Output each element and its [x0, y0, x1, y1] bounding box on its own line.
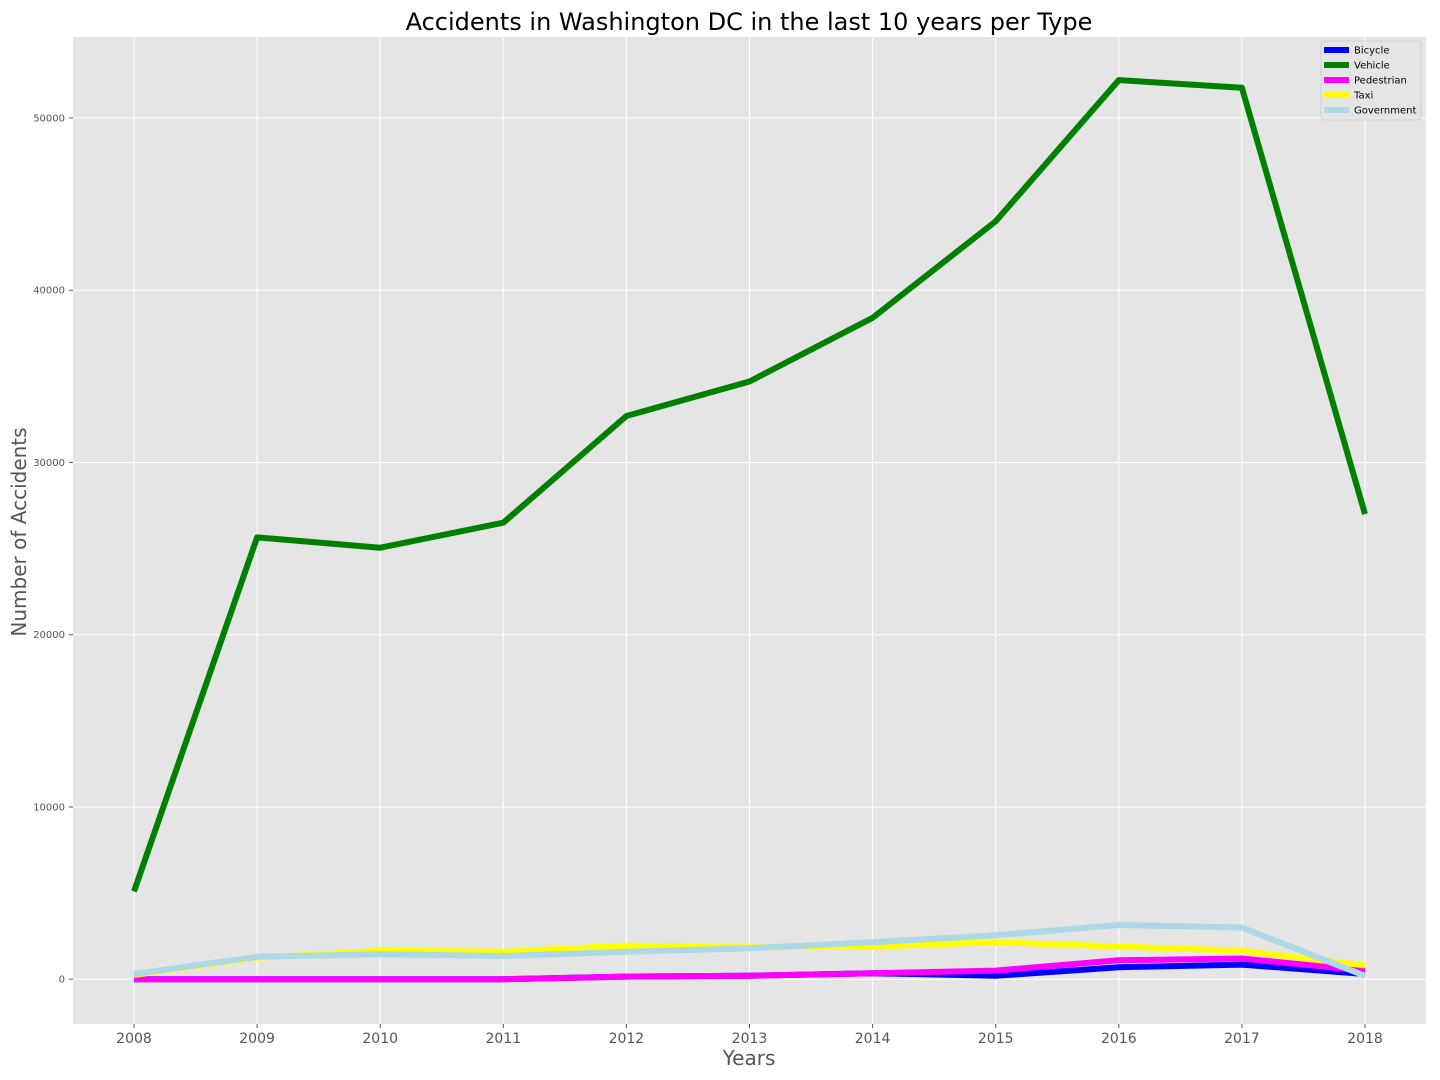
y-tick-label: 30000 [33, 458, 65, 469]
x-tick-label: 2013 [732, 1031, 768, 1047]
chart-title: Accidents in Washington DC in the last 1… [406, 8, 1093, 36]
series-lines [131, 77, 1368, 983]
x-tick-label: 2012 [609, 1031, 645, 1047]
y-tick-label: 40000 [33, 286, 65, 297]
x-tick-label: 2018 [1347, 1031, 1383, 1047]
series-line-government [133, 922, 1367, 979]
x-tick-label: 2011 [485, 1031, 521, 1047]
x-axis-label: Years [722, 1046, 776, 1070]
x-tick-label: 2009 [239, 1031, 275, 1047]
series-line-pedestrian [134, 955, 1366, 983]
x-tick-label: 2008 [116, 1031, 152, 1047]
legend-label: Bicycle [1354, 46, 1389, 57]
x-tick-label: 2017 [1224, 1031, 1260, 1047]
legend: Bicycle Vehicle Pedestrian Taxi Government [1320, 40, 1422, 121]
legend-label: Government [1354, 106, 1416, 117]
y-tick-label: 50000 [33, 113, 65, 124]
legend-label: Vehicle [1354, 61, 1390, 72]
x-tick-label: 2015 [978, 1031, 1014, 1047]
y-axis-label: Number of Accidents [7, 427, 31, 636]
series-line-vehicle [131, 77, 1368, 893]
x-tick-label: 2016 [1101, 1031, 1137, 1047]
legend-label: Taxi [1353, 91, 1373, 102]
y-tick-label: 0 [59, 975, 65, 986]
x-tick-label: 2014 [855, 1031, 891, 1047]
y-tick-label: 10000 [33, 802, 65, 813]
legend-label: Pedestrian [1354, 76, 1407, 87]
y-tick-label: 20000 [33, 630, 65, 641]
y-axis-ticks: 0 10000 20000 30000 40000 50000 [33, 113, 73, 986]
legend-box [1320, 40, 1422, 121]
x-tick-label: 2010 [362, 1031, 398, 1047]
x-axis-ticks: 2008 2009 2010 2011 2012 2013 2014 2015 2016 2017… [116, 1024, 1383, 1047]
grid-lines [73, 37, 1426, 1024]
